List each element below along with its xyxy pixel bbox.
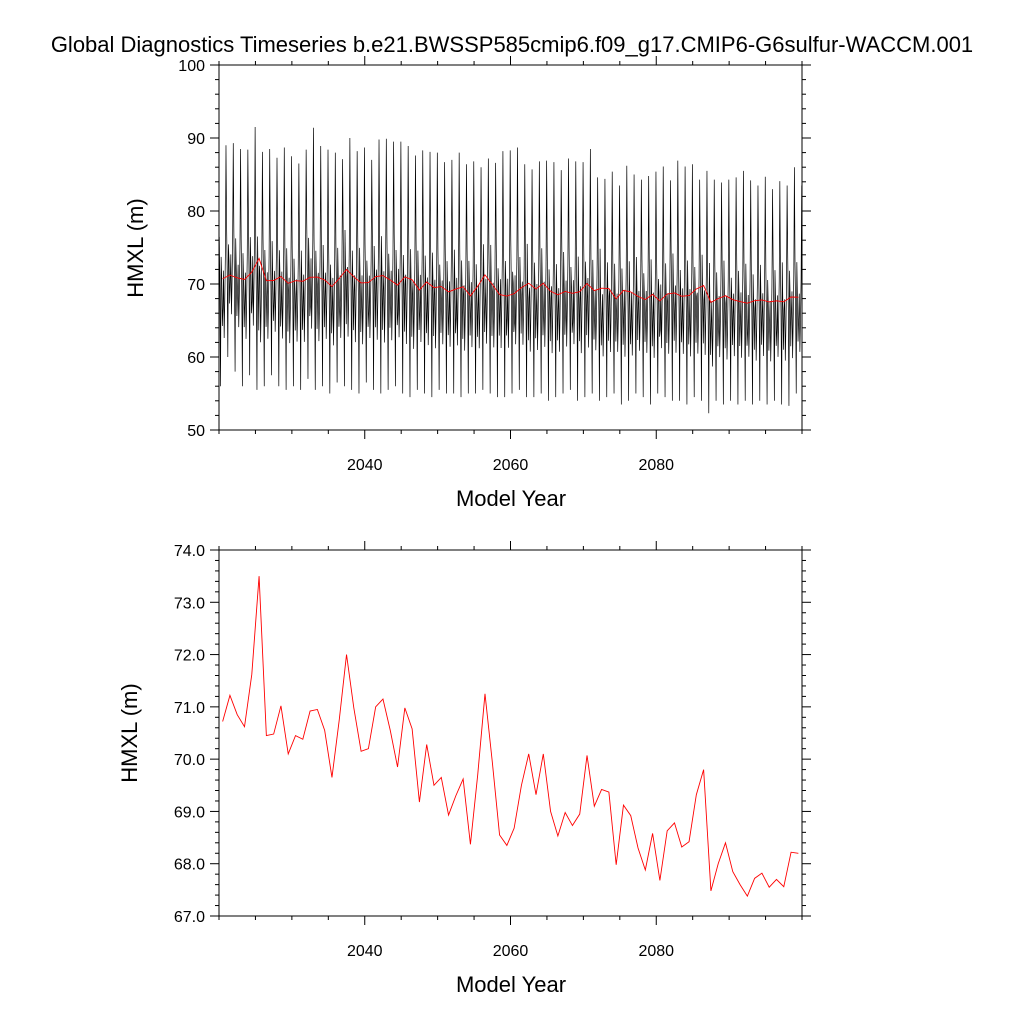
top-x-tick-label: 2080 bbox=[638, 457, 674, 474]
bottom-ticks: 2040 2060 2080 67.0 68.0 69.0 70.0 71.0 72.0 73.0… bbox=[174, 541, 811, 960]
top-monthly-line bbox=[218, 127, 803, 414]
bottom-annual-mean-series bbox=[222, 576, 799, 898]
bottom-plot-frame bbox=[218, 549, 803, 917]
bottom-y-tick-label: 73.0 bbox=[174, 595, 205, 612]
top-y-axis-label: HMXL (m) bbox=[123, 198, 148, 297]
top-ticks: 2040 2060 2080 50 60 70 80 90 100 bbox=[178, 56, 811, 474]
bottom-y-tick-label: 74.0 bbox=[174, 543, 205, 560]
bottom-y-tick-label: 72.0 bbox=[174, 648, 205, 665]
bottom-y-tick-label: 71.0 bbox=[174, 700, 205, 717]
top-y-tick-label: 100 bbox=[178, 58, 205, 75]
top-annual-mean-line bbox=[222, 257, 799, 304]
bottom-x-tick-label: 2040 bbox=[347, 943, 383, 960]
top-panel: 2040 2060 2080 50 60 70 80 90 100 Model Year HMX… bbox=[123, 56, 811, 511]
top-annual-mean-series bbox=[222, 257, 799, 304]
top-y-tick-label: 90 bbox=[187, 131, 205, 148]
bottom-y-tick-label: 69.0 bbox=[174, 804, 205, 821]
top-monthly-series bbox=[218, 127, 803, 414]
bottom-x-tick-label: 2080 bbox=[638, 943, 674, 960]
top-x-tick-label: 2060 bbox=[493, 457, 529, 474]
bottom-annual-mean-line bbox=[222, 576, 799, 898]
bottom-x-axis-label: Model Year bbox=[456, 972, 566, 997]
bottom-y-axis-label: HMXL (m) bbox=[117, 683, 142, 782]
bottom-y-tick-label: 67.0 bbox=[174, 909, 205, 926]
top-y-tick-label: 70 bbox=[187, 277, 205, 294]
top-y-tick-label: 50 bbox=[187, 423, 205, 440]
bottom-x-tick-label: 2060 bbox=[493, 943, 529, 960]
bottom-y-tick-label: 70.0 bbox=[174, 752, 205, 769]
top-x-axis-label: Model Year bbox=[456, 486, 566, 511]
bottom-y-tick-label: 68.0 bbox=[174, 857, 205, 874]
top-x-tick-label: 2040 bbox=[347, 457, 383, 474]
top-y-tick-label: 80 bbox=[187, 204, 205, 221]
bottom-panel: 2040 2060 2080 67.0 68.0 69.0 70.0 71.0 72.0 73.0… bbox=[117, 541, 811, 997]
figure-title: Global Diagnostics Timeseries b.e21.BWSS… bbox=[51, 32, 973, 57]
top-y-tick-label: 60 bbox=[187, 350, 205, 367]
